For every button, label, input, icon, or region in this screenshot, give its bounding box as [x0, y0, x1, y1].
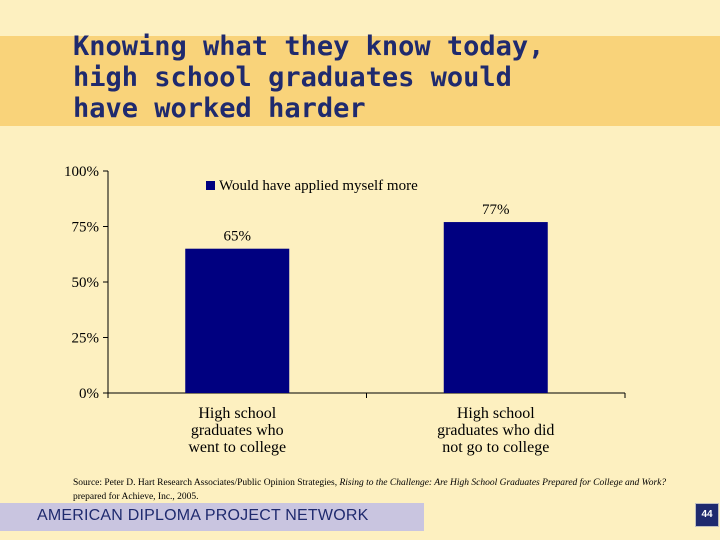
- source-suffix: prepared for Achieve, Inc., 2005.: [73, 492, 199, 502]
- y-tick-label: 100%: [64, 164, 99, 180]
- y-tick-label: 0%: [79, 386, 99, 402]
- source-citation: Source: Peter D. Hart Research Associate…: [73, 476, 673, 504]
- slide-title: Knowing what they know today, high schoo…: [73, 31, 545, 124]
- x-category-label: graduates who: [191, 422, 284, 439]
- x-category-label: not go to college: [442, 439, 549, 456]
- x-category-label: High school: [457, 405, 535, 422]
- footer-network-name: AMERICAN DIPLOMA PROJECT NETWORK: [37, 507, 369, 524]
- bar: [185, 248, 290, 393]
- x-category-label: High school: [198, 405, 276, 422]
- bar: [443, 222, 548, 393]
- legend-swatch: [206, 181, 215, 190]
- legend-label: Would have applied myself more: [219, 178, 418, 194]
- x-category-label: graduates who did: [437, 422, 554, 439]
- title-band: [0, 36, 720, 126]
- y-tick-label: 75%: [72, 220, 100, 236]
- page-number: 44: [695, 503, 719, 527]
- bar-data-label: 65%: [224, 229, 252, 245]
- bar-data-label: 77%: [482, 202, 510, 218]
- x-category-label: went to college: [188, 439, 286, 456]
- footer-band: [0, 503, 424, 531]
- y-tick-label: 25%: [72, 331, 100, 347]
- source-title: Rising to the Challenge: Are High School…: [339, 478, 667, 488]
- source-prefix: Source: Peter D. Hart Research Associate…: [73, 478, 340, 488]
- y-tick-label: 50%: [72, 275, 100, 291]
